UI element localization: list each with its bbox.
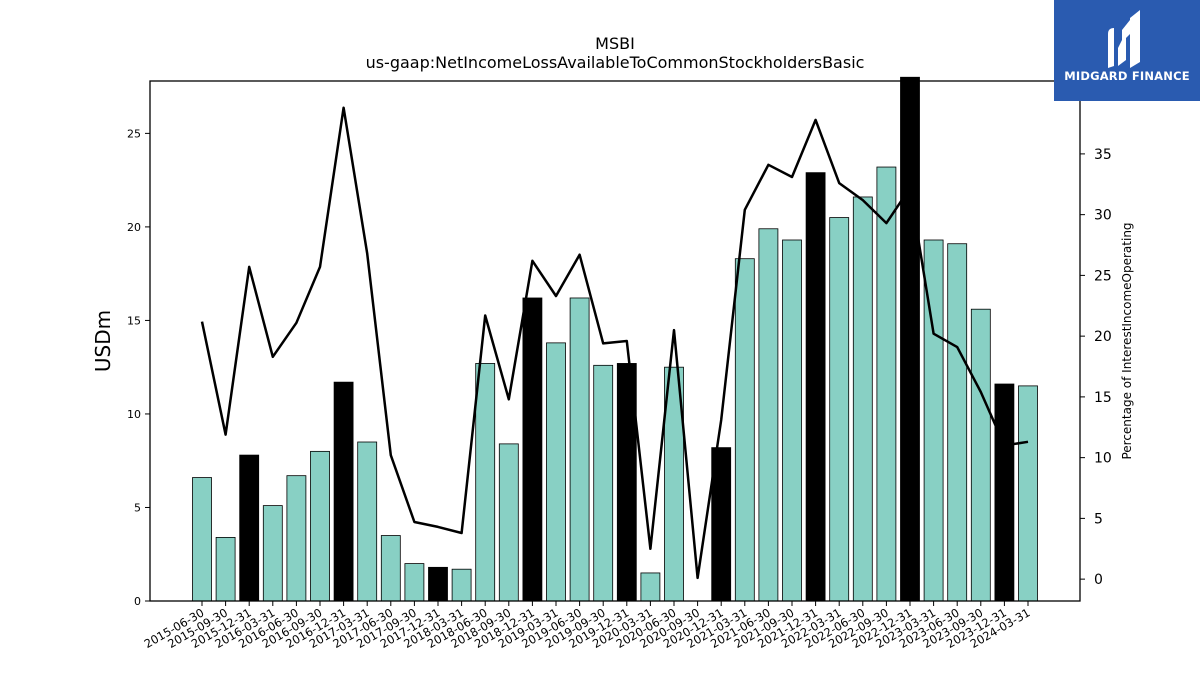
y-tick-label: 10 xyxy=(127,408,141,421)
y-right-tick-label: 25 xyxy=(1094,268,1112,284)
bar xyxy=(734,258,755,602)
bar xyxy=(1018,385,1038,602)
bar xyxy=(192,477,212,602)
y-right-tick-label: 15 xyxy=(1094,390,1112,406)
y-right-tick-label: 0 xyxy=(1094,572,1103,588)
y-right-tick-label: 10 xyxy=(1094,451,1112,467)
y-tick-label: 25 xyxy=(127,127,141,140)
line-group xyxy=(200,106,1029,580)
bar xyxy=(215,537,236,602)
bar xyxy=(380,535,401,602)
bar xyxy=(758,228,779,602)
bar xyxy=(475,363,496,602)
bar xyxy=(640,572,661,602)
bar xyxy=(546,342,566,602)
bar xyxy=(522,297,543,602)
bar xyxy=(947,243,968,602)
bar xyxy=(404,563,425,602)
chart-subtitle: us-gaap:NetIncomeLossAvailableToCommonSt… xyxy=(366,53,865,72)
y-axis-right-label: Percentage of InterestIncomeOperating xyxy=(1120,222,1134,459)
bar xyxy=(310,450,330,602)
bar xyxy=(333,381,354,602)
series-line xyxy=(200,106,1029,580)
y-tick-label: 20 xyxy=(127,221,141,234)
bar xyxy=(782,239,802,602)
chart-title: MSBI xyxy=(595,34,635,53)
logo-text: MIDGARD FINANCE xyxy=(1064,69,1190,83)
y-tick-label: 5 xyxy=(134,501,141,514)
bar xyxy=(593,364,614,602)
bar xyxy=(876,166,897,602)
plot-frame xyxy=(149,80,1081,602)
bar xyxy=(239,454,260,602)
bar xyxy=(829,217,850,602)
axes-group: 0510152025051015202530352015-06-302015-0… xyxy=(127,80,1112,651)
y-right-tick-label: 20 xyxy=(1094,329,1112,345)
logo-mark-icon xyxy=(1108,10,1140,68)
bar xyxy=(428,566,448,602)
bar xyxy=(569,297,590,602)
bar xyxy=(970,308,991,602)
bar xyxy=(357,441,378,602)
bar xyxy=(852,196,873,602)
y-tick-label: 0 xyxy=(134,595,141,608)
y-tick-label: 15 xyxy=(127,314,141,327)
bar xyxy=(262,505,283,602)
y-right-tick-label: 35 xyxy=(1094,147,1112,163)
bar xyxy=(900,76,920,602)
y-right-tick-label: 5 xyxy=(1094,511,1103,527)
y-right-tick-label: 30 xyxy=(1094,208,1112,224)
bar xyxy=(286,475,307,602)
bar xyxy=(451,568,472,602)
bars-group xyxy=(192,76,1038,602)
y-axis-label: USDm xyxy=(91,310,115,372)
bar xyxy=(994,383,1015,602)
midgard-finance-logo: MIDGARD FINANCE xyxy=(1054,0,1200,101)
bar xyxy=(498,443,519,602)
bar xyxy=(805,172,826,602)
